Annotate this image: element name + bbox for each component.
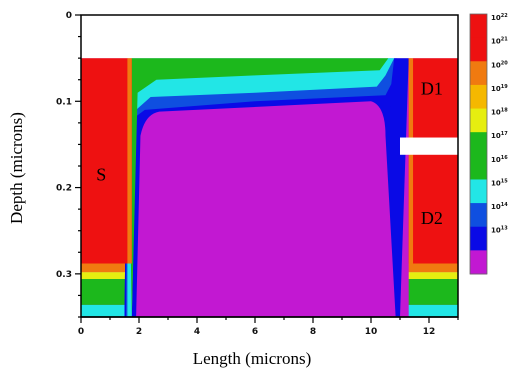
drain-junction-yellow-band	[408, 272, 458, 280]
drain-junction-green-band	[408, 279, 458, 305]
x-tick-label: 8	[310, 327, 316, 337]
colorbar-label: 1016	[491, 155, 508, 164]
region-label-d2: D2	[421, 208, 443, 228]
colorbar-label: 1014	[491, 202, 508, 211]
colorbar-label: 1019	[491, 84, 508, 93]
region-label-d1: D1	[421, 78, 443, 98]
drain-gap	[400, 137, 458, 155]
colorbar-swatch	[470, 226, 487, 251]
colorbar-label: 1021	[491, 37, 508, 46]
colorbar-label: 1015	[491, 178, 508, 187]
drain-junction-cyan-band	[408, 304, 458, 317]
drain-region	[408, 58, 458, 264]
drain-edge	[408, 58, 414, 264]
colorbar-frame	[469, 13, 488, 275]
colorbar-label: 1018	[491, 108, 508, 117]
colorbar-label: 1013	[491, 226, 508, 235]
x-tick-label: 10	[365, 327, 378, 337]
x-tick-label: 4	[194, 327, 200, 337]
x-axis-title: Length (microns)	[193, 349, 312, 368]
y-tick-label: 0	[66, 11, 72, 21]
colorbar-swatch	[470, 250, 487, 275]
y-tick-label: 0.1	[56, 97, 72, 107]
drain-junction-orange-band	[408, 263, 458, 273]
y-axis: 0 0.1 0.2 0.3	[56, 11, 81, 318]
x-tick-label: 6	[252, 327, 258, 337]
colorbar-label: 1020	[491, 60, 508, 69]
region-labels: S D1 D2	[96, 78, 443, 227]
source-junction-green-band	[81, 279, 132, 305]
colorbar-swatch	[470, 84, 487, 110]
x-tick-label: 0	[78, 327, 84, 337]
x-axis: 0 2 4 6 8 10 12	[78, 316, 459, 337]
colorbar-swatch	[470, 14, 487, 39]
colorbar-swatch	[470, 61, 487, 86]
colorbar-legend: 1022 1021 1020 1019 1018 1017 1016 1015 1014 1013	[469, 13, 508, 275]
channel-cyan-band	[127, 58, 395, 317]
colorbar-swatch	[470, 132, 487, 157]
source-junction-yellow-band	[81, 272, 132, 280]
colorbar-label: 1017	[491, 131, 508, 140]
channel-substrate-region	[136, 101, 396, 317]
plot-area	[81, 15, 458, 317]
source-region	[81, 58, 132, 264]
source-edge	[127, 58, 132, 264]
y-tick-label: 0.3	[56, 270, 72, 280]
region-label-s: S	[96, 165, 106, 185]
colorbar-label: 1022	[491, 13, 508, 22]
source-junction-cyan-band	[81, 304, 132, 317]
source-junction-orange-band	[81, 263, 132, 273]
colorbar-swatch	[470, 203, 487, 228]
colorbar-swatch	[470, 155, 487, 180]
y-axis-title: Depth (microns)	[7, 112, 26, 224]
colorbar-swatch	[470, 37, 487, 62]
colorbar-swatch	[470, 179, 487, 204]
colorbar-swatch	[470, 108, 487, 133]
x-tick-label: 2	[136, 327, 142, 337]
y-tick-label: 0.2	[56, 184, 72, 194]
x-tick-label: 12	[423, 327, 436, 337]
oxide-surface-region	[81, 15, 458, 59]
